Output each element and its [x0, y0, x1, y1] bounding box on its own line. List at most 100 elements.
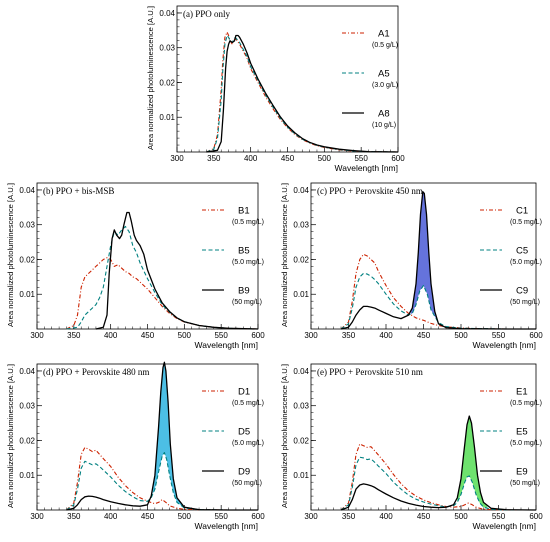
x-tick-label: 550 [492, 331, 506, 340]
x-tick-label: 300 [30, 512, 44, 521]
legend-label-B5: B5 [238, 246, 250, 257]
y-axis-label: Area normalized photoluminescence [A.U.] [6, 183, 15, 327]
x-tick-label: 300 [304, 331, 318, 340]
legend-concentration-B9: (50 mg/L) [232, 299, 262, 306]
x-tick-label: 450 [417, 331, 431, 340]
x-tick-label: 300 [30, 331, 44, 340]
y-axis-label: Area normalized photoluminescence [A.U.] [146, 6, 155, 150]
panel-d: 300 350 400 450 500 550 600 0.01 0.02 0.03 0.04 Wav… [6, 361, 265, 531]
panel-c: 300 350 400 450 500 550 600 0.01 0.02 0.03 0.04 Wav… [280, 182, 543, 350]
series-line-A5 [206, 34, 399, 153]
legend-label-B1: B1 [238, 206, 250, 217]
panel-b: 300 350 400 450 500 550 600 0.01 0.02 0.03 0.04 Wav… [6, 182, 265, 350]
x-tick-label: 350 [67, 331, 81, 340]
legend-label-C5: C5 [516, 246, 528, 257]
legend-concentration-A1: (0.5 g/L) [372, 42, 398, 49]
legend-concentration-A8: (10 g/L) [372, 122, 396, 129]
series-line-C9 [340, 191, 536, 330]
panel-title: (a) PPO only [183, 9, 230, 19]
y-tick-label: 0.02 [159, 78, 175, 87]
y-axis-label: Area normalized photoluminescence [A.U.] [280, 183, 289, 327]
legend-label-A1: A1 [378, 29, 390, 40]
legend-concentration-D5: (5.0 mg/L) [232, 440, 264, 447]
legend-label-D5: D5 [238, 427, 250, 438]
series-line-E1 [340, 443, 536, 511]
series-line-B5 [66, 225, 259, 330]
legend-concentration-C9: (50 mg/L) [510, 299, 540, 306]
y-tick-label: 0.01 [293, 290, 309, 299]
plot-frame [36, 363, 259, 511]
x-tick-label: 600 [529, 512, 543, 521]
y-tick-label: 0.04 [19, 186, 35, 195]
x-tick-label: 600 [251, 512, 265, 521]
y-tick-label: 0.01 [293, 471, 309, 480]
legend-concentration-B5: (5.0 mg/L) [232, 259, 264, 266]
x-tick-label: 400 [244, 154, 258, 163]
x-tick-label: 550 [492, 512, 506, 521]
series-line-E9 [340, 415, 537, 511]
x-axis-label: Wavelength [nm] [195, 340, 258, 350]
series-line-A1 [206, 31, 399, 153]
legend-concentration-B1: (0.5 mg/L) [232, 219, 264, 226]
plot-frame [36, 182, 259, 330]
x-tick-label: 350 [342, 512, 356, 521]
legend-concentration-E9: (50 mg/L) [510, 480, 540, 487]
y-tick-label: 0.04 [19, 367, 35, 376]
legend-concentration-D9: (50 mg/L) [232, 480, 262, 487]
x-tick-label: 500 [454, 331, 468, 340]
x-tick-label: 500 [318, 154, 332, 163]
x-tick-label: 600 [391, 154, 405, 163]
plot-frame [176, 5, 399, 153]
series-line-C5 [340, 272, 536, 330]
y-tick-label: 0.01 [19, 471, 35, 480]
panel-title: (b) PPO + bis-MSB [43, 186, 114, 196]
x-tick-label: 500 [178, 512, 192, 521]
y-tick-label: 0.03 [293, 402, 309, 411]
emission-fill-c [410, 191, 441, 325]
x-tick-label: 350 [67, 512, 81, 521]
series-line-D5 [66, 452, 258, 511]
x-tick-label: 400 [104, 512, 118, 521]
x-axis-label: Wavelength [nm] [335, 163, 398, 173]
legend-concentration-C5: (5.0 mg/L) [510, 259, 542, 266]
x-axis-label: Wavelength [nm] [473, 340, 536, 350]
y-tick-label: 0.02 [19, 255, 35, 264]
x-tick-label: 400 [379, 331, 393, 340]
x-tick-label: 500 [178, 331, 192, 340]
y-tick-label: 0.04 [159, 9, 175, 18]
x-tick-label: 500 [454, 512, 468, 521]
series-line-C1 [340, 253, 536, 330]
y-tick-label: 0.02 [19, 436, 35, 445]
legend-label-C1: C1 [516, 206, 528, 217]
legend-concentration-A5: (3.0 g/L) [372, 82, 398, 89]
y-tick-label: 0.03 [19, 402, 35, 411]
x-tick-label: 600 [251, 331, 265, 340]
legend-label-D9: D9 [238, 467, 250, 478]
y-tick-label: 0.02 [293, 436, 309, 445]
emission-fill-d [152, 362, 183, 507]
legend-label-B9: B9 [238, 286, 250, 297]
y-tick-label: 0.03 [19, 221, 35, 230]
x-tick-label: 300 [304, 512, 318, 521]
y-tick-label: 0.03 [159, 44, 175, 53]
x-tick-label: 550 [214, 512, 228, 521]
y-axis-label: Area normalized photoluminescence [A.U.] [6, 364, 15, 508]
y-tick-label: 0.02 [293, 255, 309, 264]
x-tick-label: 350 [342, 331, 356, 340]
panel-e: 300 350 400 450 500 550 600 0.01 0.02 0.03 0.04 Wav… [280, 363, 543, 531]
x-tick-label: 300 [170, 154, 184, 163]
plot-frame [310, 363, 537, 511]
x-tick-label: 450 [417, 512, 431, 521]
legend-concentration-D1: (0.5 mg/L) [232, 400, 264, 407]
legend-concentration-E1: (0.5 mg/L) [510, 400, 542, 407]
panel-title: (e) PPO + Perovskite 510 nm [317, 367, 423, 377]
legend-label-C9: C9 [516, 286, 528, 297]
series-line-B9 [95, 211, 259, 330]
x-tick-label: 400 [379, 512, 393, 521]
legend-label-D1: D1 [238, 387, 250, 398]
panel-title: (c) PPO + Perovskite 450 nm [317, 186, 423, 196]
x-tick-label: 450 [281, 154, 295, 163]
legend-label-E5: E5 [516, 427, 528, 438]
panel-title: (d) PPO + Perovskite 480 nm [43, 367, 149, 377]
panel-a: 300 350 400 450 500 550 600 0.01 0.02 0.03 0.04 Wav… [146, 5, 405, 173]
